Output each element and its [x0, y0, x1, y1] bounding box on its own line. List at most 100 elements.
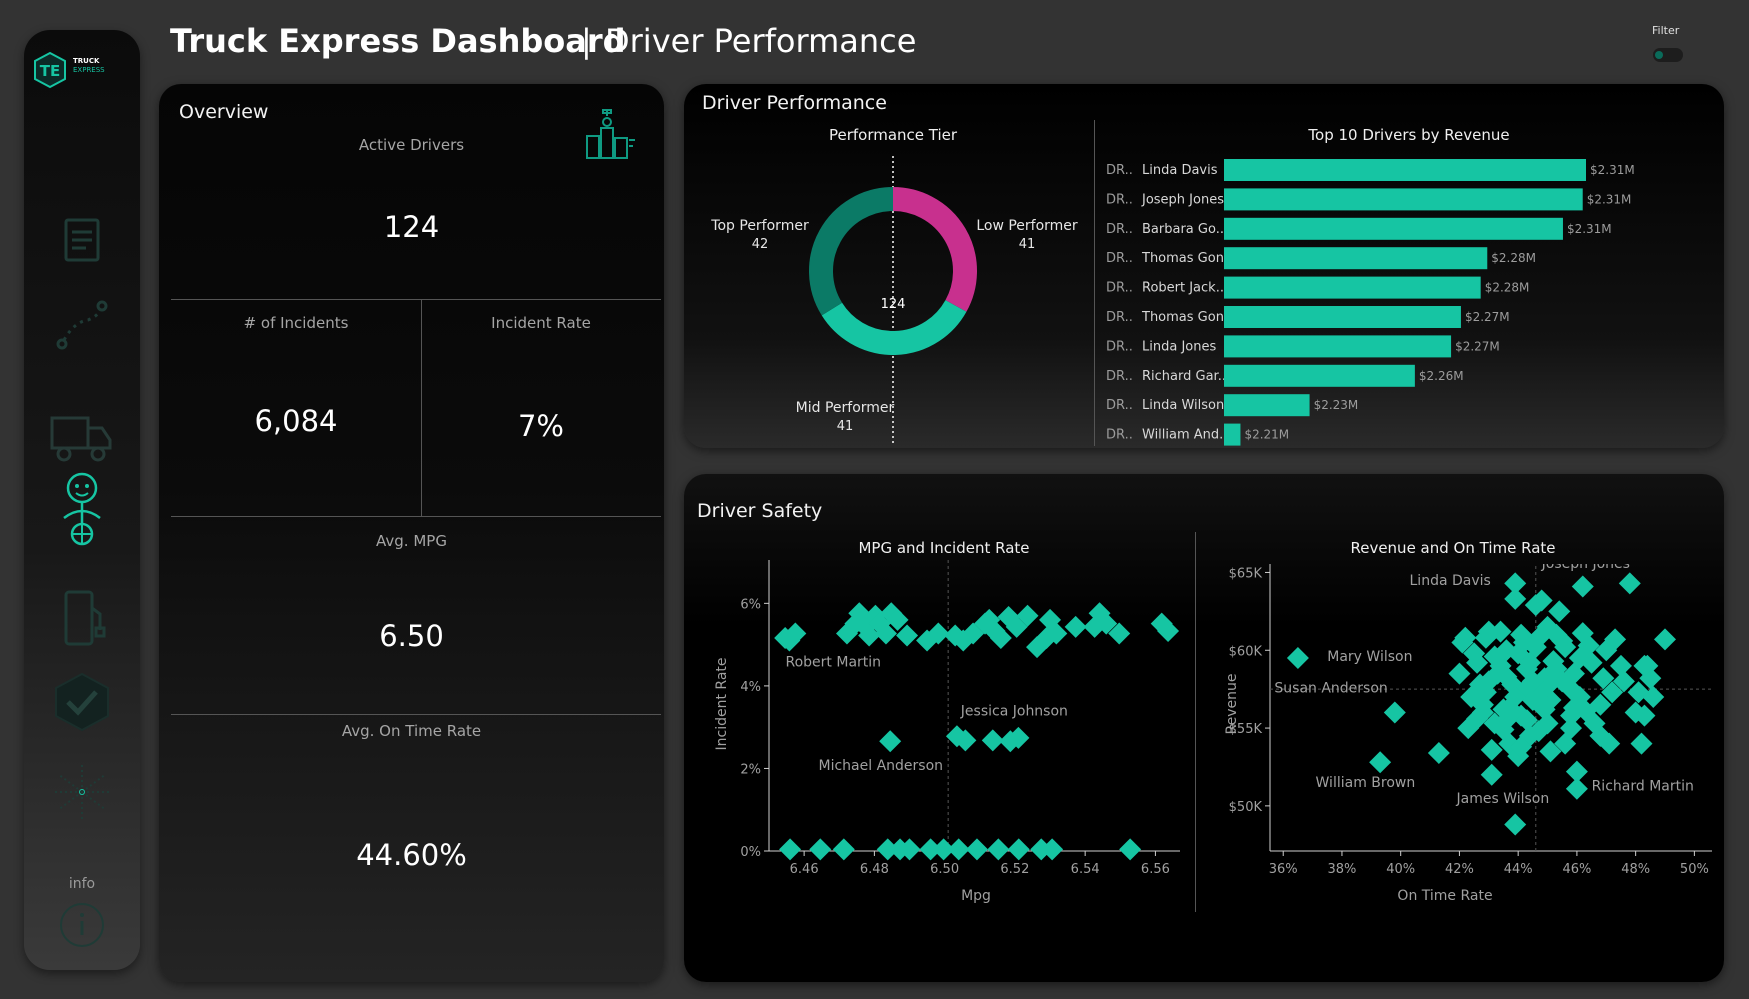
driver-icon[interactable] — [50, 468, 114, 578]
scatter-point[interactable] — [1562, 662, 1585, 685]
scatter-point[interactable] — [1045, 622, 1068, 645]
scatter-point[interactable] — [1548, 600, 1571, 623]
scatter-point[interactable] — [1492, 718, 1515, 741]
scatter-point[interactable] — [886, 608, 909, 631]
scatter-point[interactable] — [1515, 709, 1538, 732]
revenue-bar[interactable] — [1224, 364, 1415, 387]
scatter-point[interactable] — [1630, 732, 1653, 755]
scatter-point[interactable] — [1545, 657, 1568, 680]
donut-slice-low-performer[interactable] — [892, 187, 977, 312]
scatter-point[interactable] — [1604, 628, 1627, 651]
scatter-point[interactable] — [898, 838, 921, 861]
scatter-point[interactable] — [1483, 645, 1506, 668]
scatter-point[interactable] — [1560, 678, 1583, 701]
scatter-point[interactable] — [784, 622, 807, 645]
scatter-point[interactable] — [1589, 693, 1612, 716]
scatter-point[interactable] — [1471, 701, 1494, 724]
scatter-point[interactable] — [1369, 751, 1392, 774]
scatter-point[interactable] — [1088, 602, 1111, 625]
revenue-bar[interactable] — [1224, 276, 1481, 299]
scatter-point[interactable] — [927, 622, 950, 645]
scatter-point[interactable] — [1504, 572, 1527, 595]
scatter-point[interactable] — [1577, 634, 1600, 657]
scatter-point[interactable] — [999, 730, 1022, 753]
scatter-point[interactable] — [1642, 685, 1665, 708]
scatter-point[interactable] — [1504, 813, 1527, 836]
route-icon[interactable] — [50, 292, 114, 356]
scatter-point[interactable] — [880, 602, 903, 625]
scatter-point[interactable] — [1448, 662, 1471, 685]
scatter-point[interactable] — [1427, 741, 1450, 764]
revenue-bar[interactable] — [1224, 335, 1452, 358]
revenue-bar[interactable] — [1224, 159, 1586, 181]
fuel-pump-icon[interactable] — [50, 586, 114, 650]
scatter-point[interactable] — [1533, 687, 1556, 710]
scatter-point[interactable] — [1633, 654, 1656, 677]
scatter-point[interactable] — [1612, 670, 1635, 693]
scatter-point[interactable] — [989, 627, 1012, 650]
scatter-point[interactable] — [981, 729, 1004, 752]
revenue-bar[interactable] — [1224, 217, 1563, 240]
scatter-point[interactable] — [896, 624, 919, 647]
scatter-point[interactable] — [1007, 838, 1030, 861]
scatter-point[interactable] — [1565, 777, 1588, 800]
scatter-point[interactable] — [1624, 701, 1647, 724]
scatter-point[interactable] — [1466, 651, 1489, 674]
scatter-point[interactable] — [1035, 627, 1058, 650]
scatter-point[interactable] — [858, 624, 881, 647]
scatter-point[interactable] — [1601, 681, 1624, 704]
donut-slice-mid-performer[interactable] — [821, 299, 967, 355]
scatter-point[interactable] — [1580, 651, 1603, 674]
scatter-point[interactable] — [1119, 838, 1142, 861]
scatter-point[interactable] — [1627, 681, 1650, 704]
scatter-point[interactable] — [1609, 654, 1632, 677]
scatter-point[interactable] — [1527, 626, 1550, 649]
scatter-point[interactable] — [1633, 704, 1656, 727]
scatter-point[interactable] — [1041, 838, 1064, 861]
scatter-point[interactable] — [1498, 696, 1521, 719]
scatter-point[interactable] — [1560, 717, 1583, 740]
scatter-point[interactable] — [1454, 626, 1477, 649]
scatter-point[interactable] — [1592, 667, 1615, 690]
revenue-bar[interactable] — [1224, 394, 1310, 417]
scatter-point[interactable] — [809, 838, 832, 861]
scatter-point[interactable] — [1507, 745, 1530, 768]
scatter-point[interactable] — [1463, 642, 1486, 665]
scatter-point[interactable] — [1150, 612, 1173, 635]
scatter-point[interactable] — [1654, 628, 1677, 651]
scatter-point[interactable] — [1639, 667, 1662, 690]
scatter-point[interactable] — [1565, 760, 1588, 783]
revenue-bar[interactable] — [1224, 188, 1583, 211]
scatter-point[interactable] — [987, 838, 1010, 861]
revenue-bar[interactable] — [1224, 247, 1488, 270]
scatter-point[interactable] — [1571, 622, 1594, 645]
scatter-point[interactable] — [1039, 608, 1062, 631]
scatter-point[interactable] — [1457, 717, 1480, 740]
scatter-point[interactable] — [965, 838, 988, 861]
scatter-point[interactable] — [1504, 587, 1527, 610]
scatter-point[interactable] — [919, 838, 942, 861]
filter-toggle[interactable] — [1653, 48, 1683, 62]
scatter-point[interactable] — [947, 838, 970, 861]
scatter-point[interactable] — [1007, 726, 1030, 749]
scatter-point[interactable] — [1157, 619, 1180, 642]
scatter-point[interactable] — [1495, 665, 1518, 688]
scatter-point[interactable] — [1521, 670, 1544, 693]
scatter-point[interactable] — [1539, 740, 1562, 763]
scatter-point[interactable] — [932, 838, 955, 861]
scatter-point[interactable] — [1474, 681, 1497, 704]
scatter-point[interactable] — [876, 838, 899, 861]
revenue-bar[interactable] — [1224, 306, 1461, 328]
scatter-point[interactable] — [778, 629, 801, 652]
scatter-point[interactable] — [1527, 720, 1550, 743]
scatter-point[interactable] — [848, 602, 871, 625]
scatter-point[interactable] — [1466, 707, 1489, 730]
scatter-point[interactable] — [1064, 615, 1087, 638]
scatter-point[interactable] — [874, 622, 897, 645]
scatter-point[interactable] — [1095, 612, 1118, 635]
scatter-point[interactable] — [1489, 620, 1512, 643]
scatter-point[interactable] — [1618, 572, 1641, 595]
scatter-point[interactable] — [1568, 647, 1591, 670]
scatter-point[interactable] — [1510, 735, 1533, 758]
shield-check-icon[interactable] — [50, 670, 114, 734]
